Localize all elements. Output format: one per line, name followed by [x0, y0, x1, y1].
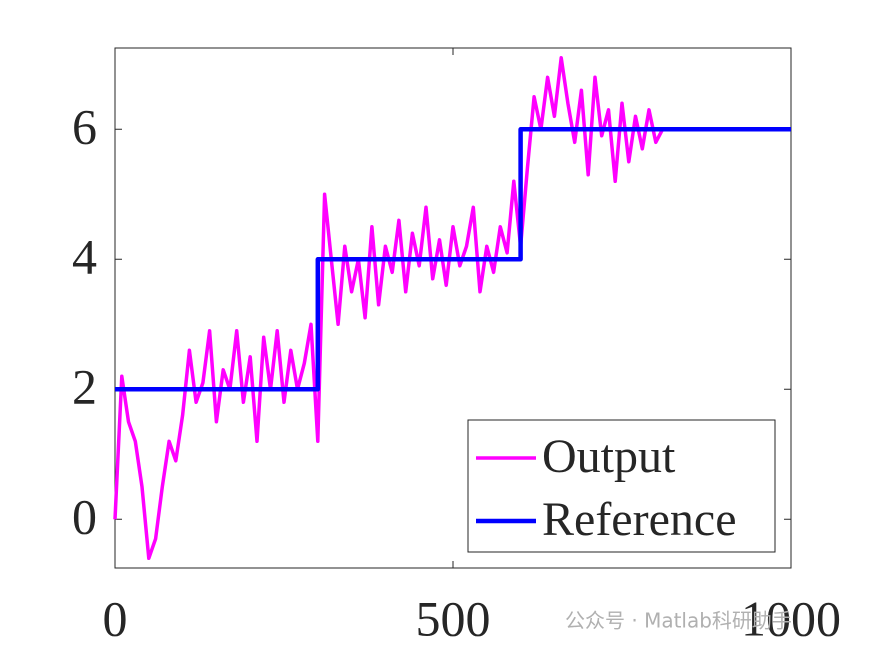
y-tick-label: 6 [72, 99, 97, 155]
y-tick-label: 0 [72, 489, 97, 545]
x-tick-label: 0 [103, 590, 128, 646]
legend-label: Reference [542, 493, 737, 546]
legend-label: Output [542, 430, 676, 483]
line-reference [115, 127, 791, 392]
watermark: 公众号 · Matlab科研助手 [565, 609, 792, 633]
y-tick-label: 2 [72, 359, 97, 415]
x-tick-label: 500 [416, 590, 491, 646]
x-tick-label: 1000 [741, 590, 841, 646]
legend [467, 419, 776, 553]
y-tick-label: 4 [72, 229, 97, 285]
